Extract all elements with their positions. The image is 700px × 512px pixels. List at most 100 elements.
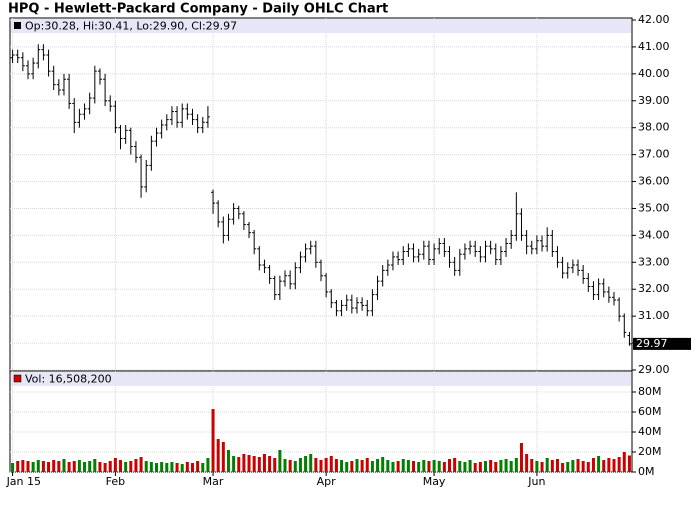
volume-bar [216, 439, 220, 472]
volume-bar [386, 460, 390, 472]
volume-bar [77, 460, 81, 472]
volume-bar [144, 461, 148, 472]
volume-bar [550, 460, 554, 472]
volume-bar [617, 457, 621, 472]
volume-bar [52, 460, 56, 472]
x-tick-label: Mar [203, 475, 224, 488]
volume-bar [206, 458, 210, 472]
panel [9, 370, 633, 473]
volume-bar [175, 463, 179, 472]
y-tick-label: 37.00 [638, 148, 670, 161]
x-tick-label: Apr [317, 475, 337, 488]
volume-bar [314, 458, 318, 472]
volume-bar [196, 461, 200, 472]
volume-bar [62, 459, 66, 472]
volume-bar [412, 461, 416, 472]
y-tick-label: 35.00 [638, 201, 670, 214]
volume-bar [31, 462, 35, 472]
volume-bar [273, 458, 277, 472]
y-tick-label: 20M [638, 445, 662, 458]
volume-bar [494, 462, 498, 472]
legend-label: Vol: 16,508,200 [25, 373, 112, 386]
volume-bar [252, 456, 256, 472]
volume-bar [98, 462, 102, 472]
volume-bar [417, 462, 421, 472]
volume-bar [627, 455, 631, 472]
volume-bar [190, 463, 194, 472]
y-tick-label: 32.00 [638, 282, 670, 295]
volume-bar [185, 462, 189, 472]
legend-swatch [13, 374, 22, 383]
volume-bar [293, 461, 297, 472]
volume-bar [67, 462, 71, 472]
volume-bar [597, 456, 601, 472]
volume-bar [540, 462, 544, 472]
volume-bar [149, 462, 153, 472]
volume-bar [160, 462, 164, 472]
volume-bar [468, 460, 472, 472]
volume-bar [473, 463, 477, 472]
y-tick-label: 36.00 [638, 175, 670, 188]
volume-bar [355, 459, 359, 472]
volume-bar [283, 459, 287, 472]
volume-bar [278, 450, 282, 472]
last-price-box [633, 337, 691, 350]
volume-bar [612, 459, 616, 472]
volume-bar [350, 461, 354, 472]
volume-bar [535, 461, 539, 472]
volume-bar [72, 461, 76, 472]
volume-bar [576, 459, 580, 472]
volume-bar [201, 463, 205, 472]
y-tick-label: 40M [638, 425, 662, 438]
volume-bar [304, 456, 308, 472]
volume-bar [119, 460, 123, 472]
volume-bar [453, 458, 457, 472]
volume-bar [237, 457, 241, 472]
y-tick-label: 0M [638, 465, 655, 478]
volume-bar [622, 452, 626, 472]
x-tick-label: May [423, 475, 446, 488]
volume-bar [406, 460, 410, 472]
volume-bar [242, 454, 246, 472]
volume-bar [124, 462, 128, 472]
volume-bar [525, 454, 529, 472]
volume-bar [211, 409, 215, 472]
volume-bar [262, 454, 266, 472]
volume-bar [16, 461, 20, 472]
y-tick-label: 33.00 [638, 255, 670, 268]
volume-bar [288, 460, 292, 472]
volume-bar [139, 457, 143, 472]
volume-bar [21, 460, 25, 472]
volume-bar [103, 463, 107, 472]
x-tick-label: Feb [106, 475, 125, 488]
volume-bar [26, 461, 30, 472]
volume-bar [165, 463, 169, 472]
volume-bar [221, 442, 225, 472]
volume-bar [365, 458, 369, 472]
volume-bar [134, 459, 138, 472]
volume-bar [381, 457, 385, 472]
y-tick-label: 41.00 [638, 40, 670, 53]
volume-bar [41, 461, 45, 472]
legend-band [11, 372, 631, 386]
volume-bar [499, 460, 503, 472]
volume-bar [329, 456, 333, 472]
panel [9, 17, 633, 372]
y-tick-label: 34.00 [638, 228, 670, 241]
volume-bar [519, 443, 523, 472]
volume-bar [370, 461, 374, 472]
volume-bar [442, 462, 446, 472]
volume-bar [93, 459, 97, 472]
volume-bar [581, 461, 585, 472]
volume-bar [458, 461, 462, 472]
volume-bar [422, 460, 426, 472]
legend-label: Op:30.28, Hi:30.41, Lo:29.90, Cl:29.97 [25, 20, 237, 33]
volume-bar [566, 462, 570, 472]
volume-bar [232, 456, 236, 472]
legend-band [11, 19, 631, 33]
x-tick-label: Jun [527, 475, 545, 488]
volume-bar [427, 461, 431, 472]
volume-bar [309, 454, 313, 472]
volume-bar [602, 460, 606, 472]
